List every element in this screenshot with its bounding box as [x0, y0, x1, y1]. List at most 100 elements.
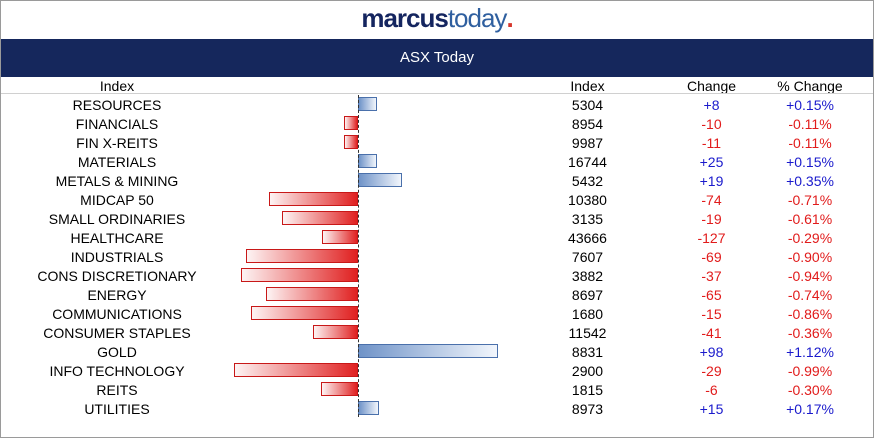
- table-row: INFO TECHNOLOGY 2900 -29 -0.99%: [0, 361, 874, 380]
- change-value: +19: [699, 173, 724, 189]
- table-row: REITS 1815 -6 -0.30%: [0, 380, 874, 399]
- sector-name: INFO TECHNOLOGY: [49, 363, 185, 379]
- index-value: 7607: [571, 249, 604, 265]
- pct-change-value: -0.71%: [787, 192, 833, 208]
- pct-change-value: +0.17%: [786, 401, 834, 417]
- change-value: +15: [699, 401, 724, 417]
- change-value: +25: [699, 154, 724, 170]
- bar: [250, 306, 358, 320]
- index-value: 3882: [571, 268, 604, 284]
- bar: [320, 382, 358, 396]
- bar: [321, 230, 358, 244]
- pct-change-value: -0.11%: [788, 135, 832, 151]
- bar: [358, 401, 380, 415]
- change-value: -6: [705, 382, 718, 398]
- table-row: CONS DISCRETIONARY 3882 -37 -0.94%: [0, 266, 874, 285]
- table-row: MATERIALS 16744 +25 +0.15%: [0, 152, 874, 171]
- change-value: -41: [701, 325, 722, 341]
- pct-change-value: +0.35%: [786, 173, 834, 189]
- sector-name: HEALTHCARE: [70, 230, 164, 246]
- index-value: 8973: [571, 401, 604, 417]
- pct-change-value: -0.11%: [788, 116, 832, 132]
- header-index: Index: [570, 78, 605, 94]
- change-value: -19: [701, 211, 722, 227]
- index-value: 5304: [571, 97, 604, 113]
- sector-name: MIDCAP 50: [80, 192, 154, 208]
- index-value: 9987: [571, 135, 604, 151]
- sector-name: INDUSTRIALS: [70, 249, 164, 265]
- table-row: RESOURCES 5304 +8 +0.15%: [0, 95, 874, 114]
- index-value: 10380: [568, 192, 607, 208]
- header-divider: [1, 93, 873, 94]
- sector-name: MATERIALS: [77, 154, 157, 170]
- chart-title-banner: ASX Today: [1, 39, 873, 77]
- chart-title: ASX Today: [400, 49, 474, 66]
- table-row: INDUSTRIALS 7607 -69 -0.90%: [0, 247, 874, 266]
- pct-change-value: +0.15%: [786, 154, 834, 170]
- pct-change-value: -0.74%: [787, 287, 833, 303]
- index-value: 16744: [568, 154, 607, 170]
- bar: [240, 268, 358, 282]
- pct-change-value: -0.30%: [787, 382, 833, 398]
- bar: [358, 344, 498, 358]
- table-row: CONSUMER STAPLES 11542 -41 -0.36%: [0, 323, 874, 342]
- bar: [269, 192, 358, 206]
- index-value: 8697: [571, 287, 604, 303]
- table-row: MIDCAP 50 10380 -74 -0.71%: [0, 190, 874, 209]
- change-value: +98: [699, 344, 724, 360]
- sector-name: CONS DISCRETIONARY: [37, 268, 197, 284]
- pct-change-value: +1.12%: [786, 344, 834, 360]
- sector-name: FINANCIALS: [75, 116, 159, 132]
- sector-name: ENERGY: [87, 287, 147, 303]
- header-name: Index: [99, 78, 135, 94]
- sector-name: SMALL ORDINARIES: [48, 211, 186, 227]
- marcus-today-logo: marcustoday.: [361, 3, 513, 33]
- change-value: -69: [701, 249, 722, 265]
- table-row: UTILITIES 8973 +15 +0.17%: [0, 399, 874, 418]
- bar: [344, 116, 358, 130]
- pct-change-value: +0.15%: [786, 97, 834, 113]
- index-value: 8831: [571, 344, 604, 360]
- table-row: FINANCIALS 8954 -10 -0.11%: [0, 114, 874, 133]
- pct-change-value: -0.86%: [787, 306, 833, 322]
- index-value: 43666: [568, 230, 607, 246]
- pct-change-value: -0.61%: [787, 211, 833, 227]
- sector-name: METALS & MINING: [55, 173, 179, 189]
- pct-change-value: -0.36%: [787, 325, 833, 341]
- change-value: -29: [701, 363, 722, 379]
- header-pct-change: % Change: [777, 78, 843, 94]
- change-value: -15: [701, 306, 722, 322]
- index-value: 2900: [571, 363, 604, 379]
- change-value: -65: [701, 287, 722, 303]
- sector-name: CONSUMER STAPLES: [43, 325, 191, 341]
- index-value: 1680: [571, 306, 604, 322]
- change-value: -10: [701, 116, 722, 132]
- sector-name: RESOURCES: [72, 97, 162, 113]
- change-value: -127: [697, 230, 726, 246]
- index-value: 1815: [571, 382, 604, 398]
- sector-name: FIN X-REITS: [76, 135, 158, 151]
- bar: [313, 325, 358, 339]
- bar: [358, 173, 402, 187]
- change-value: -74: [701, 192, 722, 208]
- change-value: -11: [701, 135, 722, 151]
- bar: [358, 97, 377, 111]
- pct-change-value: -0.99%: [787, 363, 833, 379]
- bar: [358, 154, 377, 168]
- table-row: GOLD 8831 +98 +1.12%: [0, 342, 874, 361]
- pct-change-value: -0.29%: [787, 230, 833, 246]
- bar: [245, 249, 358, 263]
- bar: [234, 363, 358, 377]
- index-value: 5432: [571, 173, 604, 189]
- bar: [265, 287, 358, 301]
- table-row: SMALL ORDINARIES 3135 -19 -0.61%: [0, 209, 874, 228]
- index-value: 3135: [571, 211, 604, 227]
- index-value: 11542: [568, 325, 607, 341]
- index-value: 8954: [571, 116, 604, 132]
- change-value: +8: [703, 97, 720, 113]
- table-row: COMMUNICATIONS 1680 -15 -0.86%: [0, 304, 874, 323]
- sector-name: GOLD: [97, 344, 137, 360]
- bar: [281, 211, 358, 225]
- bar: [344, 135, 358, 149]
- sector-name: REITS: [96, 382, 138, 398]
